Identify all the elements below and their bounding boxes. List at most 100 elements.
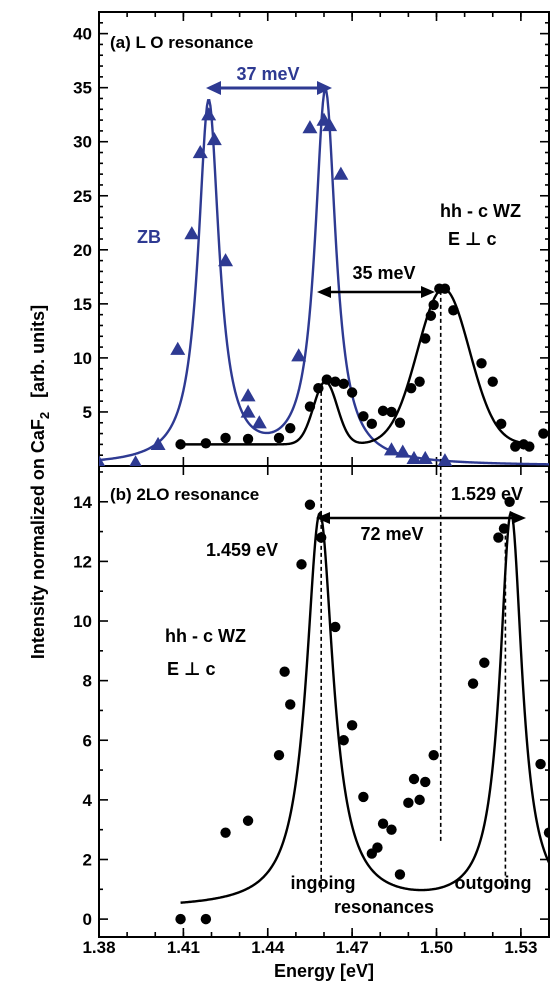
y-tick-label-a: 15 bbox=[73, 295, 92, 314]
legend-zb: ZB bbox=[137, 227, 161, 247]
wz-circle-marker bbox=[304, 401, 316, 412]
x-tick-label: 1.38 bbox=[82, 938, 115, 957]
wz-circle-marker bbox=[338, 735, 349, 746]
wz-circle-marker bbox=[377, 405, 389, 417]
wz-circle-marker bbox=[493, 532, 504, 543]
wz-circle-marker bbox=[535, 758, 546, 770]
label-outgoing: outgoing bbox=[455, 873, 532, 893]
wz-circle-marker bbox=[420, 333, 431, 344]
zb-triangle-marker bbox=[406, 450, 422, 465]
wz-circle-marker bbox=[346, 720, 358, 731]
x-tick-label: 1.47 bbox=[336, 938, 369, 957]
wz-circle-marker bbox=[498, 523, 510, 534]
zb-triangle-marker bbox=[129, 455, 142, 466]
panel-b-title: (b) 2LO resonance bbox=[110, 485, 259, 504]
x-tick-label: 1.44 bbox=[251, 938, 285, 957]
label-resonances: resonances bbox=[334, 897, 434, 917]
y-tick-label-b: 0 bbox=[83, 910, 92, 929]
wz-circle-marker bbox=[358, 791, 369, 803]
zb-triangle-marker bbox=[99, 455, 106, 466]
guide-lines bbox=[320, 290, 507, 893]
zb-triangle-marker bbox=[240, 388, 256, 402]
zb-fit-curve bbox=[99, 86, 549, 466]
wz-circle-marker bbox=[358, 411, 369, 422]
y-tick-label-b: 6 bbox=[83, 731, 92, 750]
x-tick-label: 1.41 bbox=[167, 938, 200, 957]
legend-wz-a-line2: E ⊥ c bbox=[448, 229, 496, 249]
wz-circle-marker bbox=[408, 773, 420, 785]
zb-triangle-marker bbox=[384, 442, 399, 456]
y-tick-label-a: 10 bbox=[73, 349, 92, 368]
wz-circle-marker bbox=[414, 376, 425, 387]
wz-circle-marker bbox=[428, 749, 439, 761]
zb-triangle-marker bbox=[218, 253, 234, 267]
panel-a-title: (a) L O resonance bbox=[110, 33, 253, 52]
fit-curves bbox=[99, 86, 549, 904]
wz-circle-marker bbox=[476, 358, 487, 369]
zb-triangle-marker bbox=[291, 348, 307, 362]
zb-triangle-marker bbox=[240, 404, 256, 418]
wz-circle-marker bbox=[242, 815, 254, 826]
split-arrow-2lo bbox=[316, 512, 526, 524]
legend-wz-b-line2: E ⊥ c bbox=[167, 659, 215, 679]
legend-wz-a-line1: hh - c WZ bbox=[440, 201, 521, 221]
zb-triangle-marker bbox=[170, 341, 186, 355]
wz-circle-marker bbox=[467, 678, 479, 689]
wz-circle-marker bbox=[285, 422, 296, 434]
y-tick-label-b: 10 bbox=[73, 612, 92, 631]
wz-circle-marker bbox=[285, 699, 296, 710]
wz-circle-marker bbox=[315, 532, 327, 543]
wz-circle-marker bbox=[338, 378, 349, 390]
wz-circle-marker bbox=[346, 387, 358, 398]
wz-circle-marker bbox=[220, 827, 231, 838]
wz-circle-marker bbox=[524, 441, 535, 452]
x-tick-label: 1.53 bbox=[504, 938, 537, 957]
wz-circle-marker bbox=[175, 439, 186, 450]
axis-ticks bbox=[98, 12, 549, 937]
split-label-2lo: 72 meV bbox=[360, 524, 423, 544]
wz-circle-marker bbox=[504, 496, 515, 507]
wz-fit-curve-b bbox=[180, 510, 549, 904]
x-tick-label: 1.50 bbox=[420, 938, 453, 957]
zb-triangle-marker bbox=[302, 120, 318, 134]
wz-circle-marker bbox=[366, 418, 378, 430]
zb-triangle-marker bbox=[184, 226, 200, 240]
split-arrow-wz bbox=[317, 286, 435, 298]
wz-circle-marker bbox=[439, 283, 451, 294]
zb-triangle-marker bbox=[437, 453, 453, 466]
peak-label-in: 1.459 eV bbox=[206, 540, 278, 560]
wz-circle-marker bbox=[420, 776, 431, 788]
y-tick-label-a: 20 bbox=[73, 241, 92, 260]
label-ingoing: ingoing bbox=[291, 873, 356, 893]
wz-circle-marker bbox=[425, 310, 437, 321]
y-axis-label: Intensity normalized on CaF2 [arb. units] bbox=[28, 305, 52, 659]
wz-circle-marker bbox=[448, 305, 459, 316]
y-tick-label-a: 40 bbox=[73, 25, 92, 44]
wz-circle-marker bbox=[273, 432, 285, 444]
wz-circle-marker bbox=[377, 818, 389, 829]
wz-circle-marker bbox=[279, 666, 290, 677]
y-tick-label-a: 30 bbox=[73, 133, 92, 152]
wz-circle-marker bbox=[403, 797, 414, 809]
wz-circle-marker bbox=[479, 657, 490, 668]
wz-circle-marker bbox=[330, 621, 341, 633]
peak-label-out: 1.529 eV bbox=[451, 484, 523, 504]
wz-circle-marker bbox=[220, 432, 231, 444]
wz-circle-marker bbox=[394, 869, 406, 880]
zb-triangle-marker bbox=[150, 436, 166, 451]
wz-circle-marker bbox=[304, 499, 316, 510]
zb-triangle-marker bbox=[417, 450, 433, 465]
zb-triangle-marker bbox=[206, 132, 222, 146]
split-arrow-zb bbox=[206, 81, 332, 95]
wz-circle-marker bbox=[321, 374, 333, 385]
y-axis-label-units: [arb. units] bbox=[28, 305, 48, 398]
wz-circle-marker bbox=[543, 827, 549, 838]
legend-wz-b-line1: hh - c WZ bbox=[165, 626, 246, 646]
wz-circle-marker bbox=[386, 824, 397, 835]
split-label-zb: 37 meV bbox=[236, 64, 299, 84]
y-axis-label-sub: 2 bbox=[37, 412, 52, 419]
wz-fit-curve-a bbox=[180, 287, 524, 446]
wz-circle-marker bbox=[200, 913, 212, 925]
